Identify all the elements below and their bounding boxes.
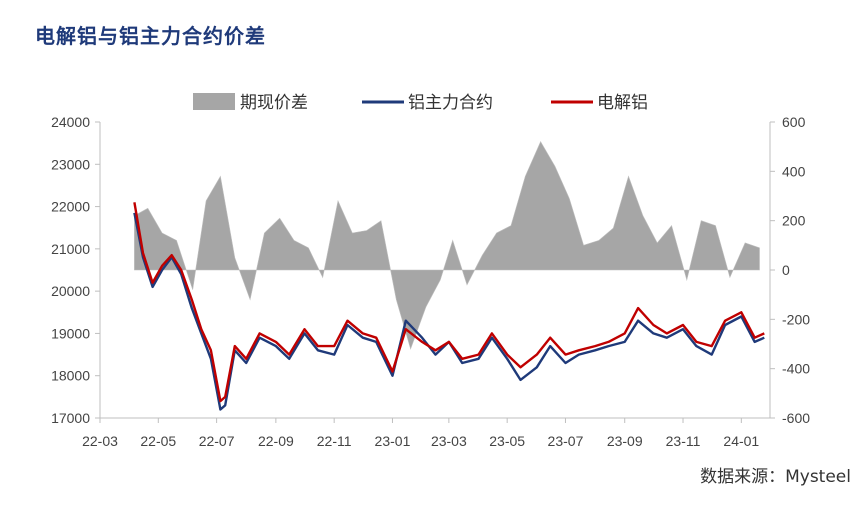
y-right-tick-label: 600 bbox=[782, 114, 806, 130]
x-tick-label: 22-05 bbox=[140, 433, 176, 449]
legend-swatch-spread bbox=[193, 93, 235, 110]
x-tick-label: 23-07 bbox=[548, 433, 584, 449]
y-right-tick-label: -600 bbox=[782, 410, 810, 426]
series-line-spot bbox=[133, 202, 765, 403]
y-left-tick-label: 21000 bbox=[51, 241, 90, 257]
y-left-tick-label: 23000 bbox=[51, 156, 90, 172]
y-left-tick-label: 17000 bbox=[51, 410, 90, 426]
x-tick-label: 22-11 bbox=[317, 433, 352, 449]
y-right-tick-label: 0 bbox=[782, 262, 790, 278]
plot-area bbox=[133, 141, 765, 411]
x-tick-label: 22-07 bbox=[199, 433, 235, 449]
legend-label-spread: 期现价差 bbox=[240, 93, 308, 113]
x-tick-label: 23-01 bbox=[375, 433, 411, 449]
series-area-spread bbox=[134, 141, 760, 350]
source-note: 数据来源：Mysteel bbox=[700, 467, 851, 487]
x-tick-label: 22-09 bbox=[258, 433, 294, 449]
legend-label-futures: 铝主力合约 bbox=[408, 93, 493, 113]
legend: 期现价差 铝主力合约 电解铝 bbox=[193, 93, 648, 113]
legend-label-spot: 电解铝 bbox=[597, 93, 648, 113]
y-right-tick-label: -400 bbox=[782, 361, 810, 377]
chart-title: 电解铝与铝主力合约价差 bbox=[35, 24, 266, 48]
y-left-tick-label: 20000 bbox=[51, 283, 90, 299]
y-right-tick-label: 200 bbox=[782, 213, 806, 229]
axes: 24000 23000 22000 21000 20000 19000 18000 17000… bbox=[51, 114, 810, 449]
x-tick-label: 23-09 bbox=[607, 433, 643, 449]
y-left-tick-label: 19000 bbox=[51, 325, 90, 341]
x-tick-label: 24-01 bbox=[723, 433, 759, 449]
x-tick-label: 23-11 bbox=[666, 433, 701, 449]
y-left-tick-label: 18000 bbox=[51, 368, 90, 384]
series-line-futures bbox=[133, 212, 765, 411]
y-right-tick-label: 400 bbox=[782, 163, 806, 179]
x-tick-label: 23-03 bbox=[431, 433, 467, 449]
y-left-tick-label: 24000 bbox=[51, 114, 90, 130]
x-tick-label: 22-03 bbox=[82, 433, 118, 449]
y-right-tick-label: -200 bbox=[782, 311, 810, 327]
y-left-tick-label: 22000 bbox=[51, 199, 90, 215]
x-tick-label: 23-05 bbox=[489, 433, 525, 449]
